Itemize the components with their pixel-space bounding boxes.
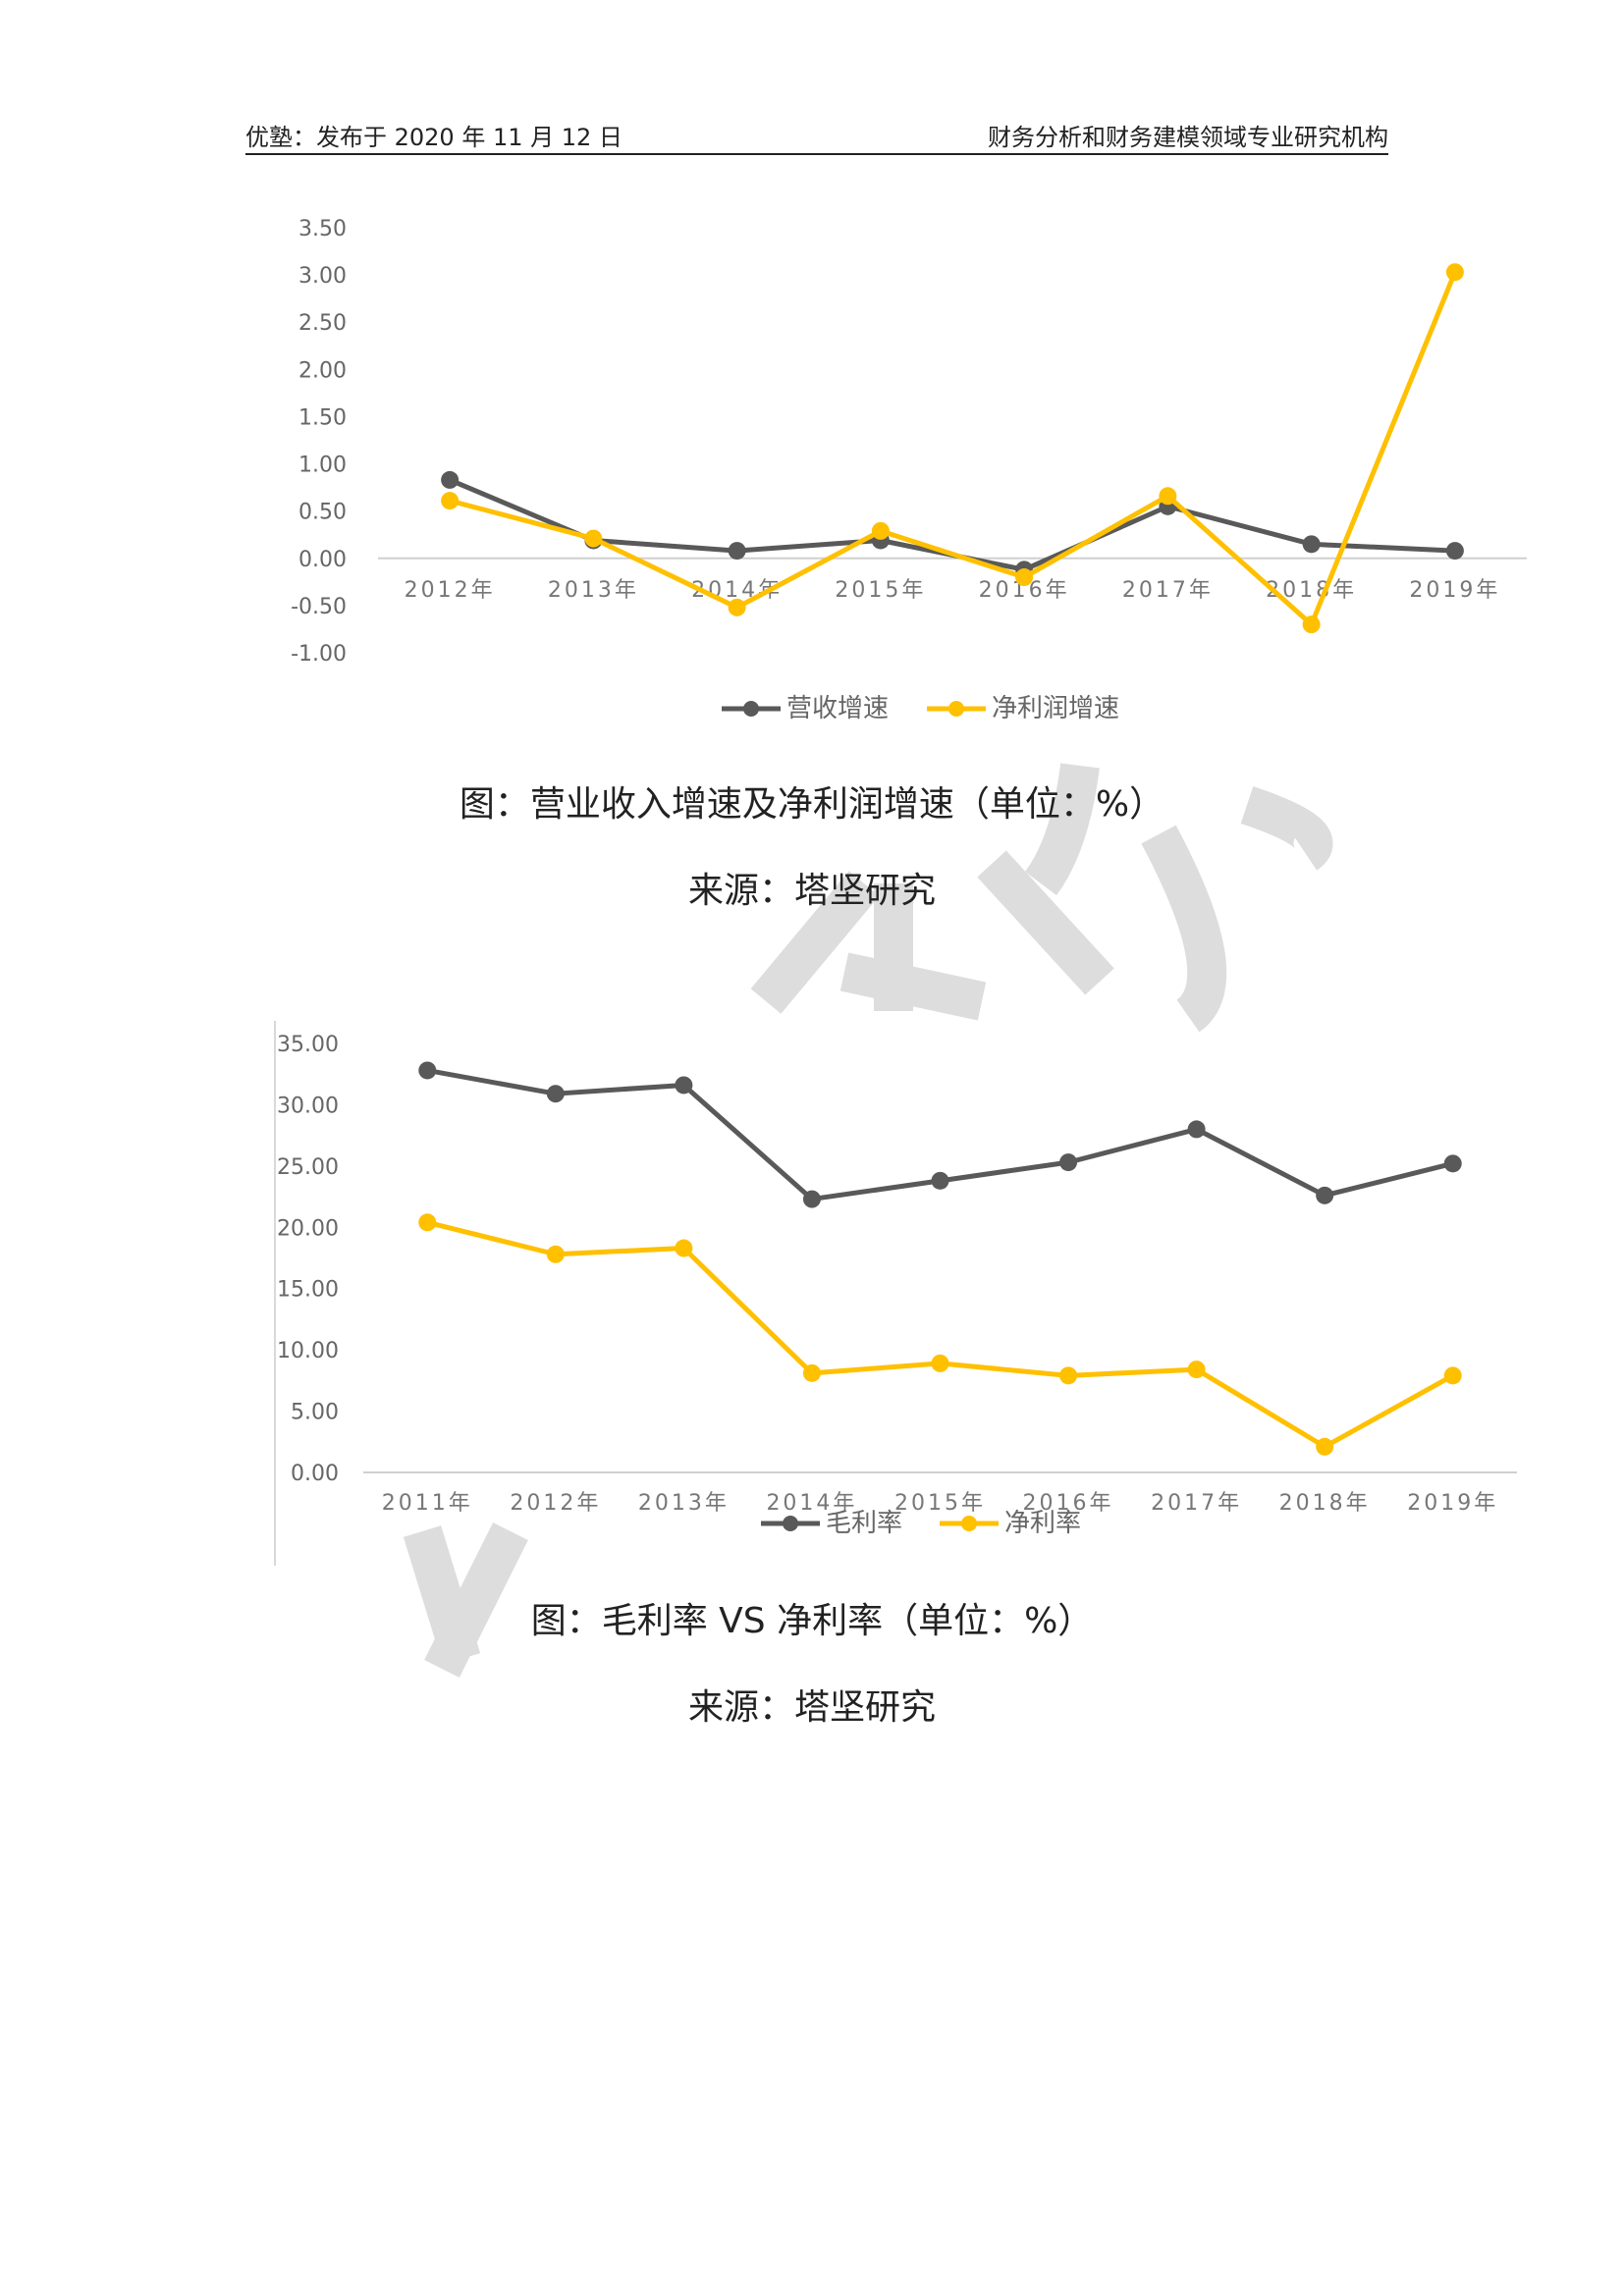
series-line-1 [449,271,1458,627]
data-point [1443,1154,1462,1173]
legend-swatch-marker [783,1516,798,1531]
legend-label: 净利润增速 [992,694,1119,723]
data-point [1316,1437,1334,1456]
y-tick-label: 0.00 [291,1462,339,1486]
y-tick-label: 35.00 [277,1033,339,1057]
data-point [1187,1120,1206,1139]
y-tick-label: 25.00 [277,1155,339,1180]
data-point [546,1085,565,1103]
data-point [1159,487,1177,506]
y-tick-label: 0.00 [298,548,347,572]
data-point [418,1213,437,1232]
chart2-title: 图：毛利率 VS 净利率（单位：%） [530,1601,1094,1641]
y-tick-label: 30.00 [277,1094,339,1118]
data-point [1059,1366,1078,1385]
x-tick-label: 2018年 [1279,1491,1371,1516]
x-tick-label: 2013年 [638,1491,730,1516]
chart-legend: 营收增速 净利润增速 [722,694,1119,723]
data-point [1187,1361,1206,1379]
legend-swatch-marker [743,701,759,717]
data-point [441,470,460,489]
x-tick-label: 2016年 [1023,1491,1114,1516]
x-tick-label: 2014年 [766,1491,857,1516]
data-point [931,1354,949,1372]
legend-swatch-marker [961,1516,977,1531]
chart1-title: 图：营业收入增速及净利润增速（单位：%） [459,784,1165,825]
chart2-source: 来源：塔坚研究 [687,1687,936,1728]
x-tick-label: 2019年 [1409,578,1500,603]
y-tick-label: 3.00 [298,264,347,289]
data-point [675,1239,693,1257]
legend-label: 毛利率 [826,1509,902,1538]
x-tick-label: 2011年 [382,1491,473,1516]
y-tick-label: 3.50 [298,217,347,241]
data-point [802,1363,821,1382]
legend-label: 营收增速 [786,694,889,723]
y-tick-label: 20.00 [277,1216,339,1241]
data-point [728,542,746,561]
series-lines [441,263,1464,634]
y-tick-label: 10.00 [277,1339,339,1363]
data-point [1445,263,1464,282]
x-tick-label: 2015年 [835,578,926,603]
chart1-source: 来源：塔坚研究 [687,871,936,911]
data-point [1059,1153,1078,1172]
data-point [802,1190,821,1208]
y-tick-label: -1.00 [291,642,347,667]
y-tick-label: 1.00 [298,454,347,478]
x-axis-categories: 2012年 2013年 2014年 2015年 2016年 2017年 2018年 2019年 [405,578,1500,603]
y-tick-label: 2.50 [298,311,347,336]
data-point [1445,542,1464,561]
x-axis-categories: 2011年 2012年 2013年 2014年 2015年 2016年 2017年 2018年… [382,1491,1498,1516]
y-tick-label: -0.50 [291,595,347,619]
x-tick-label: 2015年 [894,1491,986,1516]
data-point [1302,535,1321,554]
y-tick-label: 5.00 [291,1401,339,1425]
y-tick-label: 1.50 [298,405,347,430]
data-point [871,521,890,540]
series-lines [418,1061,1462,1456]
data-point [675,1076,693,1095]
page-header: 优塾：发布于 2020 年 11 月 12 日 财务分析和财务建模领域专业研究机… [245,116,1388,155]
data-point [441,492,460,510]
y-axis-ticks: 3.50 3.00 2.50 2.00 1.50 1.00 0.50 0.00 -0.50 -1.… [291,217,347,667]
y-tick-label: 2.00 [298,358,347,383]
series-line-1 [426,1219,1454,1450]
header-publish-date: 优塾：发布于 2020 年 11 月 12 日 [245,124,623,151]
x-tick-label: 2012年 [510,1491,601,1516]
revenue-profit-growth-chart: 3.50 3.00 2.50 2.00 1.50 1.00 0.50 0.00 -0.50 -1.… [291,217,1527,723]
y-tick-label: 0.50 [298,501,347,525]
y-axis-ticks: 35.00 30.00 25.00 20.00 15.00 10.00 5.00 0.00 [277,1033,339,1486]
data-point [1302,615,1321,634]
y-tick-label: 15.00 [277,1278,339,1303]
data-point [931,1171,949,1190]
data-point [418,1061,437,1080]
legend-swatch-marker [948,701,964,717]
data-point [1443,1366,1462,1385]
data-point [546,1245,565,1263]
data-point [728,598,746,616]
x-tick-label: 2019年 [1407,1491,1498,1516]
x-tick-label: 2017年 [1122,578,1214,603]
data-point [1316,1186,1334,1204]
data-point [584,529,603,548]
data-point [1015,568,1034,587]
gross-net-margin-chart: 35.00 30.00 25.00 20.00 15.00 10.00 5.00 0.00 2… [274,1021,1517,1566]
legend-label: 净利率 [1004,1509,1081,1538]
header-org-tagline: 财务分析和财务建模领域专业研究机构 [988,124,1388,151]
x-tick-label: 2012年 [405,578,496,603]
chart-legend: 毛利率 净利率 [761,1509,1081,1538]
x-tick-label: 2017年 [1151,1491,1242,1516]
x-tick-label: 2013年 [548,578,639,603]
